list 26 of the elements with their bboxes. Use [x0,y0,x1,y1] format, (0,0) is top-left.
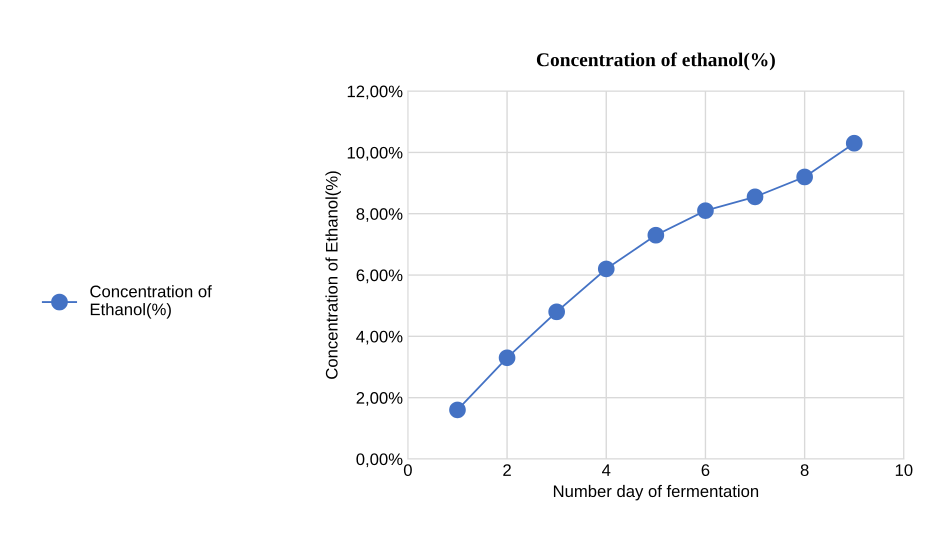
y-tick-label: 12,00% [348,86,402,100]
point [697,202,714,219]
point [598,260,615,278]
x-tick-label: 10 [896,464,912,476]
point [498,349,516,366]
chart-title: Concentration of ethanol(%) [536,52,775,70]
point [746,188,764,206]
y-tick-label: 0,00% [356,453,402,468]
legend-label: Concentration of Ethanol(%) [90,285,212,319]
x-axis-title: Number day of fermentation [554,484,758,500]
x-tick-label: 6 [702,464,710,476]
y-tick-label: 6,00% [356,269,402,284]
y-tick-label: 8,00% [356,208,402,222]
point [548,303,565,320]
x-tick-label: 0 [404,464,412,476]
point [449,402,466,418]
point [796,168,813,186]
y-tick-label: 10,00% [348,146,402,161]
point [648,226,664,244]
x-tick-label: 8 [800,464,809,476]
point [846,134,863,152]
x-tick-label: 2 [503,464,511,476]
x-tick-label: 4 [602,464,610,476]
y-tick-label: 2,00% [356,392,402,406]
y-tick-label: 4,00% [356,330,402,345]
y-axis-title: Concentration of Ethanol(%) [325,171,341,379]
